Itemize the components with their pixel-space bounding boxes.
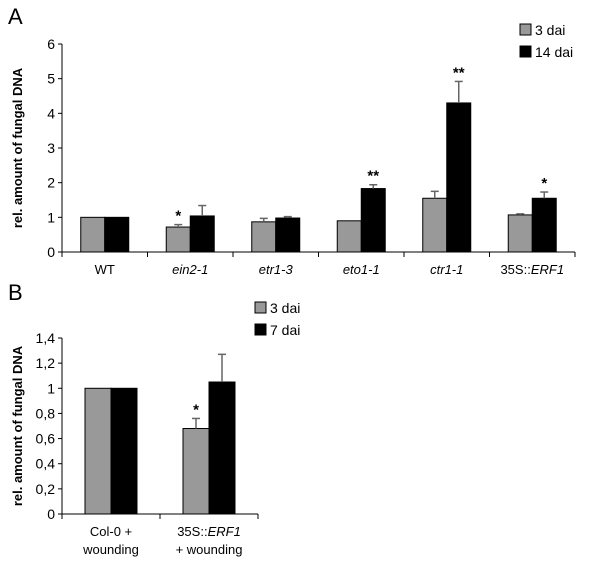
y-tick-label: 0,8 bbox=[36, 405, 56, 421]
y-tick-label: 4 bbox=[47, 105, 55, 121]
bar-14-dai bbox=[531, 197, 557, 253]
label-italic: ein2-1 bbox=[172, 262, 208, 277]
legend-label: 14 dai bbox=[535, 44, 573, 60]
x-tick-label: WT bbox=[95, 262, 115, 277]
y-tick-label: 1 bbox=[47, 209, 55, 225]
bar-7-dai bbox=[110, 387, 138, 515]
y-tick-label: 0,6 bbox=[36, 431, 56, 447]
x-tick-label-line2: wounding bbox=[82, 542, 139, 557]
y-tick-label: 5 bbox=[47, 71, 55, 87]
x-tick-label: eto1-1 bbox=[343, 262, 380, 277]
label-italic: ERF1 bbox=[208, 524, 241, 539]
significance-mark: ** bbox=[453, 64, 465, 81]
bar-3-dai bbox=[507, 214, 533, 253]
bar-3-dai bbox=[336, 220, 362, 253]
legend-label: 3 dai bbox=[535, 22, 565, 38]
x-tick-label: ein2-1 bbox=[172, 262, 208, 277]
legend-swatch bbox=[519, 23, 532, 36]
bar-3-dai bbox=[182, 428, 210, 515]
x-tick-label: Col-0 + bbox=[90, 524, 132, 539]
panel-label: A bbox=[8, 4, 23, 29]
y-tick-label: 0,2 bbox=[36, 481, 56, 497]
label-plain: 35S:: bbox=[500, 262, 530, 277]
legend-swatch bbox=[254, 323, 267, 336]
bar-3-dai bbox=[422, 197, 448, 253]
label-plain: 35S:: bbox=[177, 524, 207, 539]
x-tick-label-line2: + wounding bbox=[176, 542, 243, 557]
bar-14-dai bbox=[360, 188, 386, 253]
y-tick-label: 0 bbox=[47, 244, 55, 260]
y-tick-label: 0 bbox=[47, 506, 55, 522]
x-tick-label: 35S::ERF1 bbox=[500, 262, 564, 277]
significance-mark: ** bbox=[367, 168, 379, 185]
y-tick-label: 0,4 bbox=[36, 456, 56, 472]
bar-3-dai bbox=[80, 216, 106, 253]
label-italic: ERF1 bbox=[531, 262, 564, 277]
bar-14-dai bbox=[446, 102, 472, 253]
legend-swatch bbox=[254, 301, 267, 314]
bar-14-dai bbox=[189, 215, 215, 253]
legend-label: 3 dai bbox=[270, 300, 300, 316]
label-plain: WT bbox=[95, 262, 115, 277]
label-italic: ctr1-1 bbox=[430, 262, 463, 277]
y-tick-label: 1 bbox=[47, 380, 55, 396]
label-italic: eto1-1 bbox=[343, 262, 380, 277]
y-axis-label: rel. amount of fungal DNA bbox=[10, 345, 25, 506]
bar-14-dai bbox=[275, 217, 301, 253]
significance-mark: * bbox=[541, 175, 547, 192]
legend-label: 7 dai bbox=[270, 322, 300, 338]
y-tick-label: 6 bbox=[47, 36, 55, 52]
significance-mark: * bbox=[175, 208, 181, 225]
label-italic: etr1-3 bbox=[259, 262, 294, 277]
y-tick-label: 1,4 bbox=[36, 330, 56, 346]
y-tick-label: 2 bbox=[47, 175, 55, 191]
bar-3-dai bbox=[251, 221, 277, 253]
bar-3-dai bbox=[165, 226, 191, 253]
x-tick-label: ctr1-1 bbox=[430, 262, 463, 277]
x-tick-label: etr1-3 bbox=[259, 262, 294, 277]
x-tick-label: 35S::ERF1 bbox=[177, 524, 241, 539]
panel-label: B bbox=[8, 280, 23, 305]
bar-7-dai bbox=[208, 381, 236, 515]
y-tick-label: 3 bbox=[47, 140, 55, 156]
legend-swatch bbox=[519, 45, 532, 58]
y-tick-label: 1,2 bbox=[36, 355, 56, 371]
significance-mark: * bbox=[193, 401, 199, 418]
bar-14-dai bbox=[104, 216, 130, 253]
bar-3-dai bbox=[84, 387, 112, 515]
y-axis-label: rel. amount of fungal DNA bbox=[10, 67, 25, 228]
label-plain: Col-0 + bbox=[90, 524, 132, 539]
